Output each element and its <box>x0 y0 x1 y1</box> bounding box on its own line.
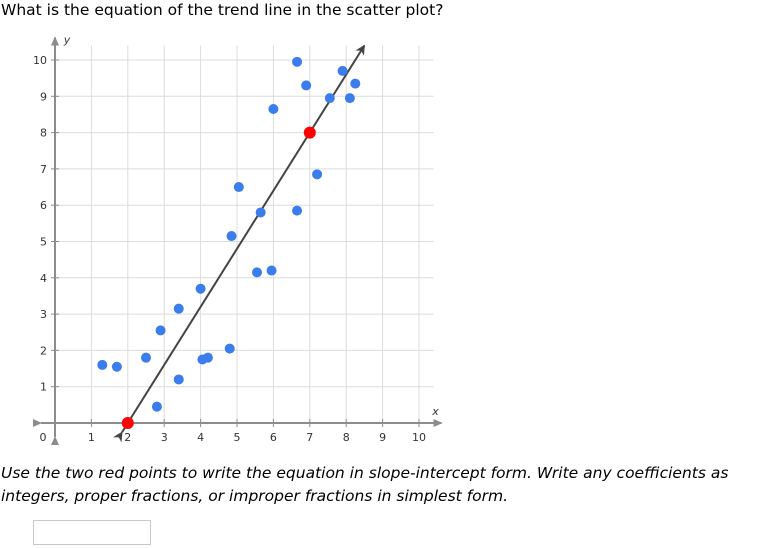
data-point-13 <box>233 182 244 193</box>
data-point-10 <box>202 352 213 363</box>
y-tick-label-9: 9 <box>40 90 47 103</box>
data-point-3 <box>141 352 151 363</box>
x-tick-label-2: 2 <box>124 431 131 444</box>
data-point-23 <box>337 65 348 76</box>
data-point-8 <box>195 283 206 294</box>
axes <box>33 36 443 445</box>
data-point-22 <box>324 93 335 104</box>
y-axis-label: y <box>63 33 71 46</box>
x-axis-label: x <box>431 405 439 418</box>
data-point-19 <box>292 56 303 67</box>
x-tick-label-3: 3 <box>161 431 168 444</box>
red-point-2 <box>303 126 316 139</box>
data-point-18 <box>292 205 303 216</box>
x-tick-label-4: 4 <box>197 431 204 444</box>
data-point-2 <box>111 361 122 372</box>
data-point-15 <box>255 207 266 218</box>
data-point-7 <box>173 303 184 314</box>
x-tick-label-1: 1 <box>88 431 95 444</box>
scatter-plot: 1 2 3 4 5 6 7 8 9 10 1 2 3 4 5 6 7 8 9 10 0 x y <box>33 33 443 445</box>
data-point-25 <box>350 78 361 89</box>
question-text: What is the equation of the trend line i… <box>1 1 444 19</box>
data-point-14 <box>252 267 263 278</box>
data-point-21 <box>312 169 323 180</box>
data-point-1 <box>97 359 108 370</box>
trend-line <box>112 44 366 443</box>
x-tick-label-9: 9 <box>379 431 386 444</box>
data-point-16 <box>266 265 277 276</box>
y-tick-label-5: 5 <box>40 236 47 249</box>
data-point-12 <box>226 231 237 242</box>
data-point-6 <box>173 374 184 385</box>
data-point-5 <box>155 325 166 336</box>
red-points <box>121 126 316 429</box>
x-tick-label-7: 7 <box>306 431 313 444</box>
x-tick-label-5: 5 <box>234 431 241 444</box>
y-tick-label-3: 3 <box>40 308 47 321</box>
y-tick-label-7: 7 <box>40 163 47 176</box>
data-point-20 <box>301 80 312 91</box>
y-tick-label-4: 4 <box>40 272 47 285</box>
y-tick-label-10: 10 <box>33 54 47 67</box>
tick-labels: 1 2 3 4 5 6 7 8 9 10 1 2 3 4 5 6 7 8 9 10 0 x y <box>33 33 439 444</box>
x-tick-label-6: 6 <box>270 431 277 444</box>
data-point-11 <box>224 343 235 354</box>
y-tick-label-1: 1 <box>40 381 47 394</box>
grid-lines <box>55 45 434 423</box>
origin-label: 0 <box>40 431 47 444</box>
y-tick-label-8: 8 <box>40 127 47 140</box>
y-tick-label-2: 2 <box>40 344 47 357</box>
answer-input[interactable] <box>33 520 151 545</box>
instructions-text: Use the two red points to write the equa… <box>1 464 729 505</box>
data-point-17 <box>268 104 279 115</box>
x-tick-label-8: 8 <box>343 431 350 444</box>
y-tick-label-6: 6 <box>40 199 47 212</box>
red-point-1 <box>121 417 134 429</box>
trend-line-group <box>112 44 366 443</box>
x-tick-label-10: 10 <box>412 431 426 444</box>
data-points <box>97 56 361 412</box>
data-point-4 <box>151 401 162 412</box>
data-point-24 <box>344 93 355 104</box>
